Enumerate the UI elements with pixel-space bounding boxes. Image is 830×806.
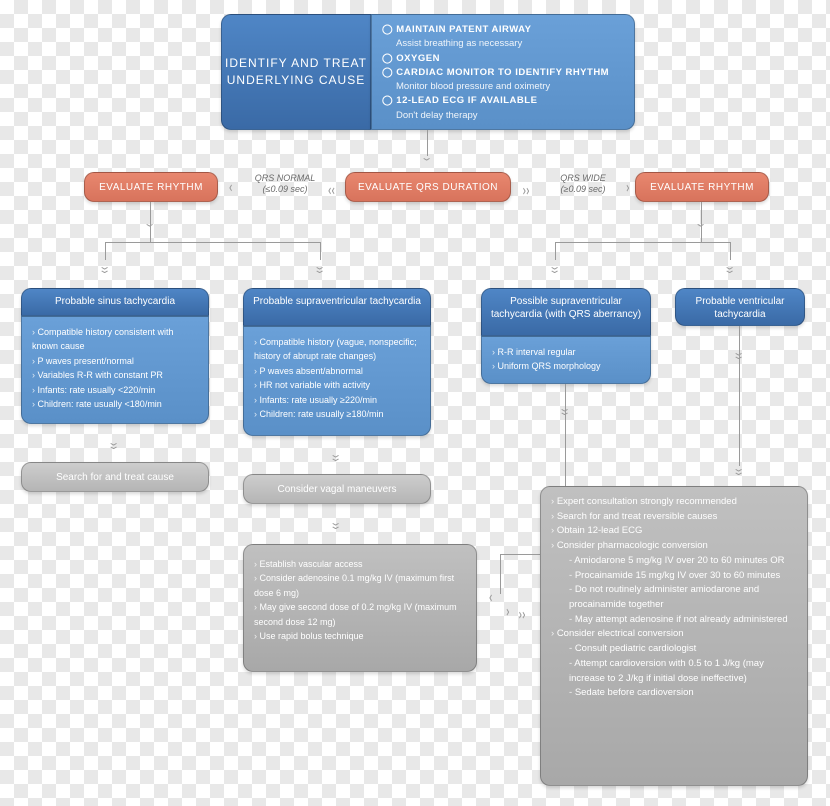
svt-item-4: Children: rate usually ≥180/min xyxy=(254,407,420,421)
big-pharma-0: Amiodarone 5 mg/kg IV over 20 to 60 minu… xyxy=(551,554,797,569)
chevron-left-icon: ⌄⌄ xyxy=(326,184,339,197)
ann-qrs-wide-l2: (≥0.09 sec) xyxy=(548,184,618,195)
chevron-down-icon: ⌄⌄ xyxy=(329,450,342,463)
big-pharma-3: May attempt adenosine if not already adm… xyxy=(551,613,797,628)
sinus-item-2: Variables R-R with constant PR xyxy=(32,368,198,382)
top-bullet-2-sub: Monitor blood pressure and oximetry xyxy=(382,80,624,94)
svtab-item-1: Uniform QRS morphology xyxy=(492,359,640,373)
chevron-down-icon: ⌄⌄ xyxy=(98,262,111,275)
adeno-item-1: Consider adenosine 0.1 mg/kg IV (maximum… xyxy=(254,571,466,600)
svtab-body: R-R interval regular Uniform QRS morphol… xyxy=(481,336,651,384)
chevron-down-icon: ⌄⌄ xyxy=(723,262,736,275)
adeno-item-2: May give second dose of 0.2 mg/kg IV (ma… xyxy=(254,600,466,629)
chevron-right-icon: ⌄ xyxy=(502,605,512,618)
svt-body: Compatible history (vague, nonspecific; … xyxy=(243,326,431,436)
chevron-left-icon: ⌄ xyxy=(487,591,497,604)
svtab-title: Possible supraventricular tachycardia (w… xyxy=(491,296,641,320)
eval-qrs-label: EVALUATE QRS DURATION xyxy=(358,182,498,193)
svt-item-2: HR not variable with activity xyxy=(254,378,420,392)
chevron-down-icon: ⌄ xyxy=(143,219,156,229)
svtab-item-0: R-R interval regular xyxy=(492,345,640,359)
chevron-down-icon: ⌄⌄ xyxy=(329,518,342,531)
sinus-hdr: Probable sinus tachycardia xyxy=(21,288,209,316)
vt-hdr: Probable ventricular tachycardia xyxy=(675,288,805,326)
big-pharma-2: Do not routinely administer amiodarone a… xyxy=(551,583,797,612)
svt-item-3: Infants: rate usually ≥220/min xyxy=(254,393,420,407)
big-item-0: Expert consultation strongly recommended xyxy=(551,495,797,510)
big-elec-0: Consult pediatric cardiologist xyxy=(551,642,797,657)
sinus-item-1: P waves present/normal xyxy=(32,354,198,368)
eval-rhythm-left-label: EVALUATE RHYTHM xyxy=(99,182,203,193)
big-elec-2: Sedate before cardioversion xyxy=(551,686,797,701)
top-bullet-3-sub: Don't delay therapy xyxy=(382,109,624,123)
connector-line xyxy=(555,242,730,243)
top-bullets-box: MAINTAIN PATENT AIRWAY Assist breathing … xyxy=(371,14,635,130)
sinus-title: Probable sinus tachycardia xyxy=(55,296,175,307)
ann-qrs-normal-l2: (≤0.09 sec) xyxy=(240,184,330,195)
connector-line xyxy=(320,242,321,260)
chevron-down-icon: ⌄⌄ xyxy=(732,348,745,361)
eval-rhythm-left: EVALUATE RHYTHM xyxy=(84,172,218,202)
connector-line xyxy=(500,554,501,594)
top-bullet-0: MAINTAIN PATENT AIRWAY xyxy=(382,23,624,37)
sinus-body: Compatible history consistent with known… xyxy=(21,316,209,424)
svt-item-1: P waves absent/abnormal xyxy=(254,364,420,378)
top-bullet-0-sub: Assist breathing as necessary xyxy=(382,37,624,51)
eval-rhythm-right-label: EVALUATE RHYTHM xyxy=(650,182,754,193)
chevron-down-icon: ⌄⌄ xyxy=(558,404,571,417)
top-bullet-1: OXYGEN xyxy=(382,52,624,66)
top-identify-box: IDENTIFY AND TREAT UNDERLYING CAUSE xyxy=(221,14,371,130)
chevron-right-icon: ⌄⌄ xyxy=(514,608,527,621)
grey-adeno: Establish vascular access Consider adeno… xyxy=(243,544,477,672)
big-elec: Consider electrical conversion xyxy=(551,627,797,642)
chevron-down-icon: ⌄ xyxy=(420,153,433,163)
chevron-down-icon: ⌄⌄ xyxy=(107,438,120,451)
sinus-item-4: Children: rate usually <180/min xyxy=(32,397,198,411)
connector-line xyxy=(730,242,731,260)
big-item-3: Consider pharmacologic conversion xyxy=(551,539,797,554)
chevron-down-icon: ⌄⌄ xyxy=(313,262,326,275)
connector-line xyxy=(555,242,556,260)
svtab-hdr: Possible supraventricular tachycardia (w… xyxy=(481,288,651,336)
top-bullet-2: CARDIAC MONITOR TO IDENTIFY RHYTHM xyxy=(382,66,624,80)
eval-rhythm-right: EVALUATE RHYTHM xyxy=(635,172,769,202)
ann-qrs-normal-l1: QRS NORMAL xyxy=(240,173,330,184)
connector-line xyxy=(105,242,106,260)
grey-big: Expert consultation strongly recommended… xyxy=(540,486,808,786)
chevron-down-icon: ⌄⌄ xyxy=(732,464,745,477)
eval-qrs: EVALUATE QRS DURATION xyxy=(345,172,511,202)
big-item-1: Search for and treat reversible causes xyxy=(551,510,797,525)
top-identify-title: IDENTIFY AND TREAT UNDERLYING CAUSE xyxy=(222,55,370,89)
connector-line xyxy=(105,242,320,243)
grey-sinus-label: Search for and treat cause xyxy=(56,472,174,483)
ann-qrs-wide-l1: QRS WIDE xyxy=(548,173,618,184)
big-item-2: Obtain 12-lead ECG xyxy=(551,524,797,539)
grey-vagal: Consider vagal maneuvers xyxy=(243,474,431,504)
svt-hdr: Probable supraventricular tachycardia xyxy=(243,288,431,326)
sinus-item-0: Compatible history consistent with known… xyxy=(32,325,198,354)
grey-vagal-label: Consider vagal maneuvers xyxy=(278,484,397,495)
chevron-right-icon: ⌄ xyxy=(622,181,632,194)
big-pharma-1: Procainamide 15 mg/kg IV over 30 to 60 m… xyxy=(551,569,797,584)
chevron-down-icon: ⌄⌄ xyxy=(548,262,561,275)
svt-title: Probable supraventricular tachycardia xyxy=(253,296,421,307)
ann-qrs-normal: QRS NORMAL (≤0.09 sec) xyxy=(240,173,330,195)
chevron-left-icon: ⌄ xyxy=(227,181,237,194)
chevron-right-icon: ⌄⌄ xyxy=(518,184,531,197)
adeno-item-3: Use rapid bolus technique xyxy=(254,629,466,643)
adeno-item-0: Establish vascular access xyxy=(254,557,466,571)
sinus-item-3: Infants: rate usually <220/min xyxy=(32,383,198,397)
vt-title: Probable ventricular tachycardia xyxy=(696,296,785,320)
svt-item-0: Compatible history (vague, nonspecific; … xyxy=(254,335,420,364)
big-elec-1: Attempt cardioversion with 0.5 to 1 J/kg… xyxy=(551,657,797,686)
grey-sinus: Search for and treat cause xyxy=(21,462,209,492)
chevron-down-icon: ⌄ xyxy=(694,219,707,229)
ann-qrs-wide: QRS WIDE (≥0.09 sec) xyxy=(548,173,618,195)
top-bullet-3: 12-LEAD ECG IF AVAILABLE xyxy=(382,94,624,108)
